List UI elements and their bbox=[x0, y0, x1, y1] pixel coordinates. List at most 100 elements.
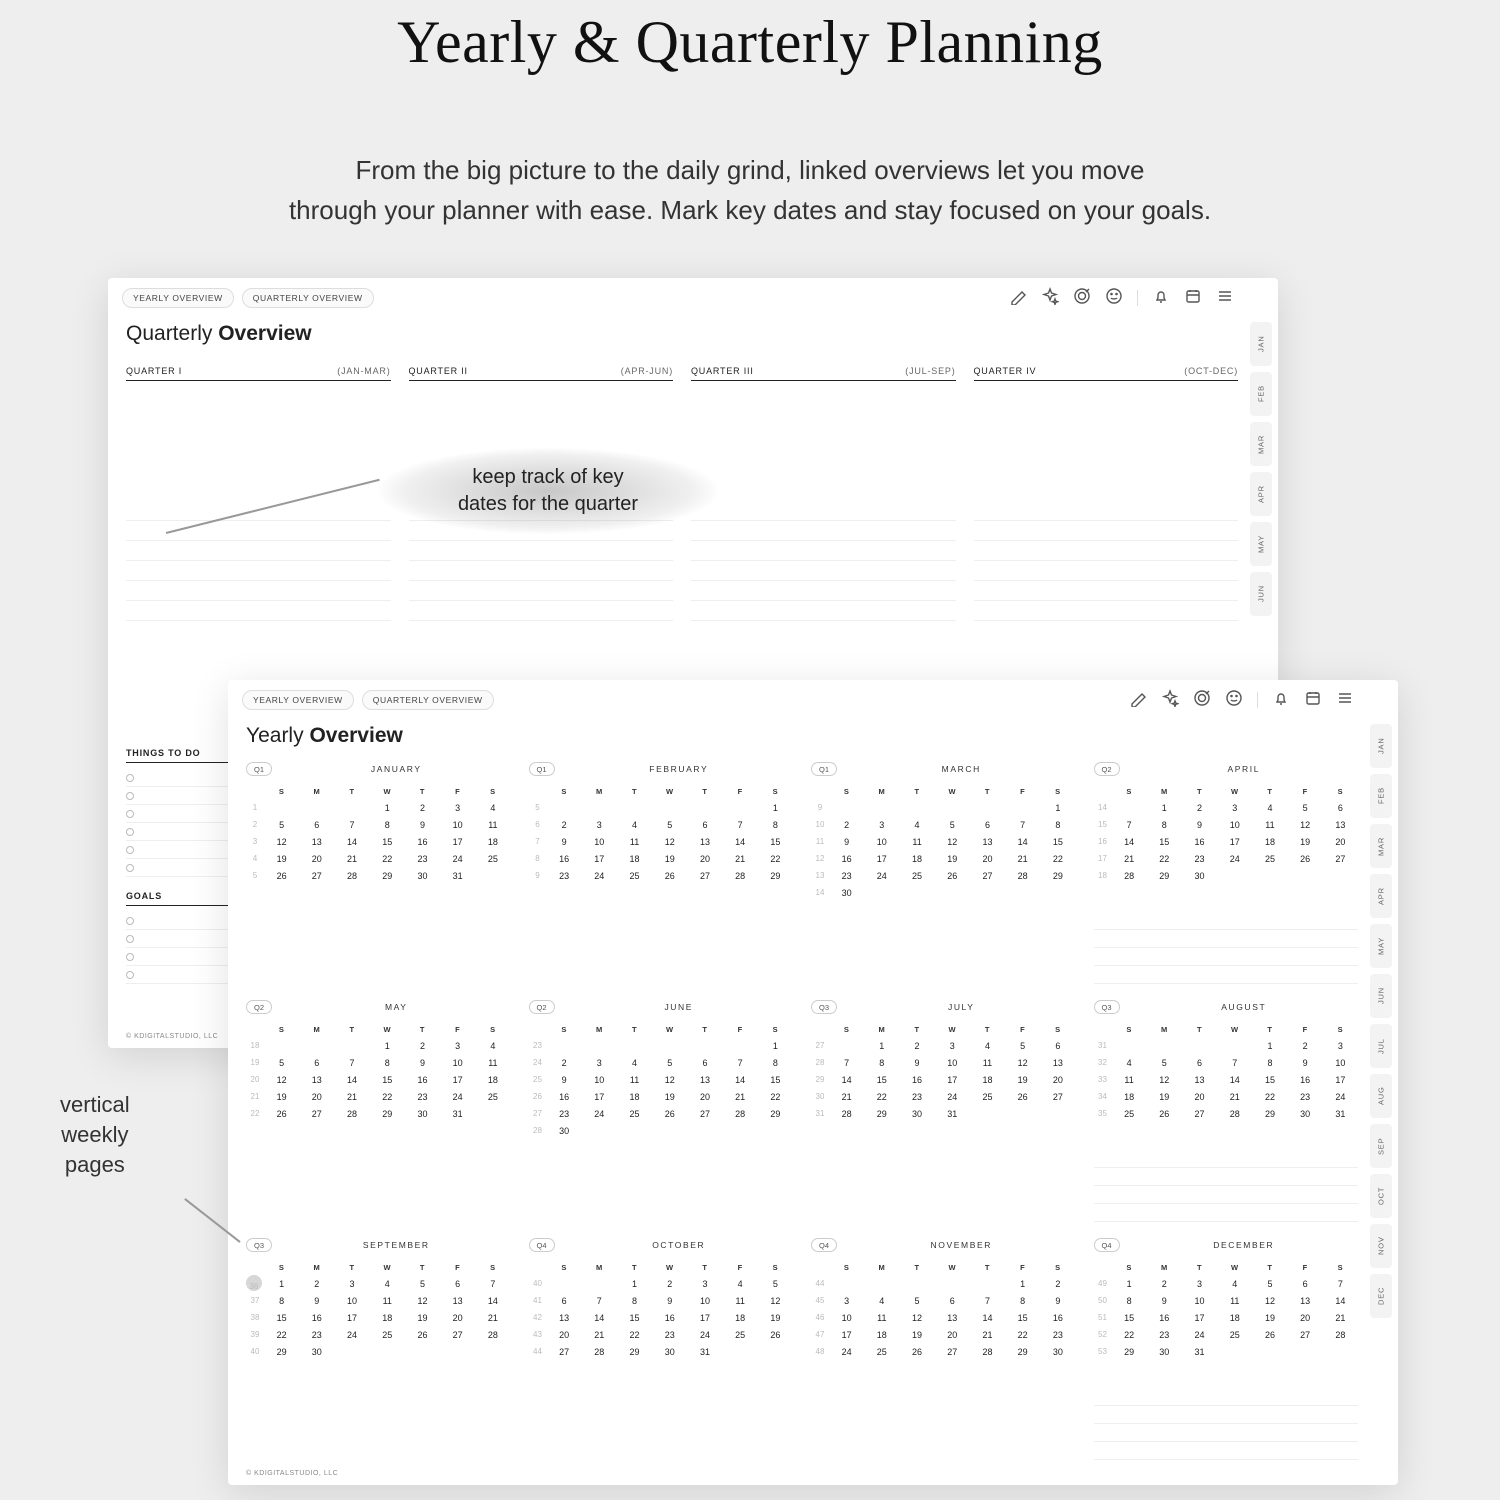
day-cell[interactable]: 26 bbox=[652, 1105, 687, 1122]
note-lines[interactable] bbox=[974, 501, 1239, 621]
week-number[interactable]: 5 bbox=[246, 867, 264, 884]
day-cell[interactable]: 15 bbox=[370, 833, 405, 850]
day-cell[interactable]: 13 bbox=[547, 1309, 582, 1326]
day-cell[interactable]: 8 bbox=[758, 1054, 793, 1071]
week-number[interactable]: 5 bbox=[529, 799, 547, 816]
week-row[interactable]: 491234567 bbox=[1094, 1275, 1359, 1292]
day-cell[interactable]: 25 bbox=[970, 1088, 1005, 1105]
month-tab-nov[interactable]: NOV bbox=[1370, 1224, 1392, 1268]
day-cell[interactable]: 28 bbox=[970, 1343, 1005, 1360]
day-cell[interactable]: 29 bbox=[864, 1105, 899, 1122]
week-row[interactable]: 442728293031 bbox=[529, 1343, 794, 1360]
week-number[interactable]: 26 bbox=[529, 1088, 547, 1105]
day-cell[interactable]: 12 bbox=[264, 1071, 299, 1088]
day-cell[interactable]: 4 bbox=[1112, 1054, 1147, 1071]
day-cell[interactable]: 14 bbox=[970, 1309, 1005, 1326]
day-cell[interactable]: 16 bbox=[1288, 1071, 1323, 1088]
day-cell[interactable]: 17 bbox=[1323, 1071, 1358, 1088]
day-cell[interactable]: 16 bbox=[405, 833, 440, 850]
week-number[interactable]: 39 bbox=[246, 1326, 264, 1343]
day-cell[interactable]: 25 bbox=[1252, 850, 1287, 867]
day-cell[interactable]: 2 bbox=[1182, 799, 1217, 816]
week-number[interactable]: 44 bbox=[529, 1343, 547, 1360]
week-row[interactable]: 19567891011 bbox=[246, 1054, 511, 1071]
week-row[interactable]: 50891011121314 bbox=[1094, 1292, 1359, 1309]
week-row[interactable]: 2878910111213 bbox=[811, 1054, 1076, 1071]
day-cell[interactable]: 10 bbox=[582, 1071, 617, 1088]
week-number[interactable]: 1 bbox=[246, 799, 264, 816]
week-number[interactable]: 49 bbox=[1094, 1275, 1112, 1292]
week-row[interactable]: 1216171819202122 bbox=[811, 850, 1076, 867]
day-cell[interactable]: 2 bbox=[547, 816, 582, 833]
day-cell[interactable]: 9 bbox=[547, 833, 582, 850]
week-row[interactable]: 3311121314151617 bbox=[1094, 1071, 1359, 1088]
day-cell[interactable]: 20 bbox=[687, 850, 722, 867]
day-cell[interactable]: 29 bbox=[264, 1343, 299, 1360]
week-number[interactable]: 32 bbox=[1094, 1054, 1112, 1071]
day-cell[interactable]: 15 bbox=[758, 1071, 793, 1088]
day-cell[interactable]: 20 bbox=[547, 1326, 582, 1343]
day-cell[interactable]: 28 bbox=[334, 1105, 369, 1122]
month-tab-oct[interactable]: OCT bbox=[1370, 1174, 1392, 1218]
day-cell[interactable]: 3 bbox=[440, 1037, 475, 1054]
day-cell[interactable]: 4 bbox=[475, 799, 510, 816]
day-cell[interactable]: 3 bbox=[935, 1037, 970, 1054]
week-row[interactable]: 18282930 bbox=[1094, 867, 1359, 884]
week-number[interactable]: 47 bbox=[811, 1326, 829, 1343]
day-cell[interactable]: 27 bbox=[687, 867, 722, 884]
day-cell[interactable]: 2 bbox=[1147, 1275, 1182, 1292]
day-cell[interactable]: 30 bbox=[652, 1343, 687, 1360]
day-cell[interactable]: 15 bbox=[264, 1309, 299, 1326]
week-row[interactable]: 5115161718192021 bbox=[1094, 1309, 1359, 1326]
day-cell[interactable]: 29 bbox=[1147, 867, 1182, 884]
day-cell[interactable]: 8 bbox=[1040, 816, 1075, 833]
quarter-chip[interactable]: Q1 bbox=[811, 762, 837, 776]
week-number[interactable]: 45 bbox=[811, 1292, 829, 1309]
day-cell[interactable]: 1 bbox=[370, 799, 405, 816]
day-cell[interactable]: 20 bbox=[1323, 833, 1358, 850]
day-cell[interactable]: 28 bbox=[1217, 1105, 1252, 1122]
day-cell[interactable]: 1 bbox=[1252, 1037, 1287, 1054]
day-cell[interactable]: 18 bbox=[1112, 1088, 1147, 1105]
day-cell[interactable]: 16 bbox=[405, 1071, 440, 1088]
week-number[interactable]: 11 bbox=[811, 833, 829, 850]
day-cell[interactable]: 20 bbox=[1182, 1088, 1217, 1105]
day-cell[interactable]: 27 bbox=[440, 1326, 475, 1343]
day-cell[interactable]: 20 bbox=[687, 1088, 722, 1105]
day-cell[interactable]: 24 bbox=[829, 1343, 864, 1360]
day-cell[interactable]: 3 bbox=[829, 1292, 864, 1309]
day-cell[interactable]: 19 bbox=[758, 1309, 793, 1326]
week-row[interactable]: 3525262728293031 bbox=[1094, 1105, 1359, 1122]
day-cell[interactable]: 6 bbox=[687, 1054, 722, 1071]
checkbox[interactable] bbox=[126, 953, 134, 961]
day-cell[interactable]: 14 bbox=[1005, 833, 1040, 850]
quarter-chip[interactable]: Q1 bbox=[529, 762, 555, 776]
day-cell[interactable]: 7 bbox=[1217, 1054, 1252, 1071]
week-number[interactable]: 18 bbox=[1094, 867, 1112, 884]
week-row[interactable]: 11234 bbox=[246, 799, 511, 816]
day-cell[interactable]: 21 bbox=[334, 1088, 369, 1105]
day-cell[interactable]: 31 bbox=[1182, 1343, 1217, 1360]
day-cell[interactable]: 3 bbox=[864, 816, 899, 833]
day-cell[interactable]: 30 bbox=[547, 1122, 582, 1139]
week-row[interactable]: 3922232425262728 bbox=[246, 1326, 511, 1343]
day-cell[interactable]: 5 bbox=[264, 816, 299, 833]
day-cell[interactable]: 24 bbox=[864, 867, 899, 884]
day-cell[interactable]: 13 bbox=[687, 833, 722, 850]
day-cell[interactable]: 21 bbox=[723, 850, 758, 867]
day-cell[interactable]: 16 bbox=[652, 1309, 687, 1326]
day-cell[interactable]: 2 bbox=[652, 1275, 687, 1292]
day-cell[interactable]: 10 bbox=[334, 1292, 369, 1309]
day-cell[interactable]: 9 bbox=[1182, 816, 1217, 833]
day-cell[interactable]: 13 bbox=[1182, 1071, 1217, 1088]
week-number[interactable]: 29 bbox=[811, 1071, 829, 1088]
day-cell[interactable]: 8 bbox=[864, 1054, 899, 1071]
day-cell[interactable]: 18 bbox=[475, 833, 510, 850]
day-cell[interactable]: 18 bbox=[864, 1326, 899, 1343]
week-number[interactable]: 35 bbox=[1094, 1105, 1112, 1122]
day-cell[interactable]: 23 bbox=[547, 1105, 582, 1122]
day-cell[interactable]: 13 bbox=[970, 833, 1005, 850]
note-lines[interactable] bbox=[126, 501, 391, 621]
day-cell[interactable]: 26 bbox=[1005, 1088, 1040, 1105]
day-cell[interactable]: 21 bbox=[582, 1326, 617, 1343]
